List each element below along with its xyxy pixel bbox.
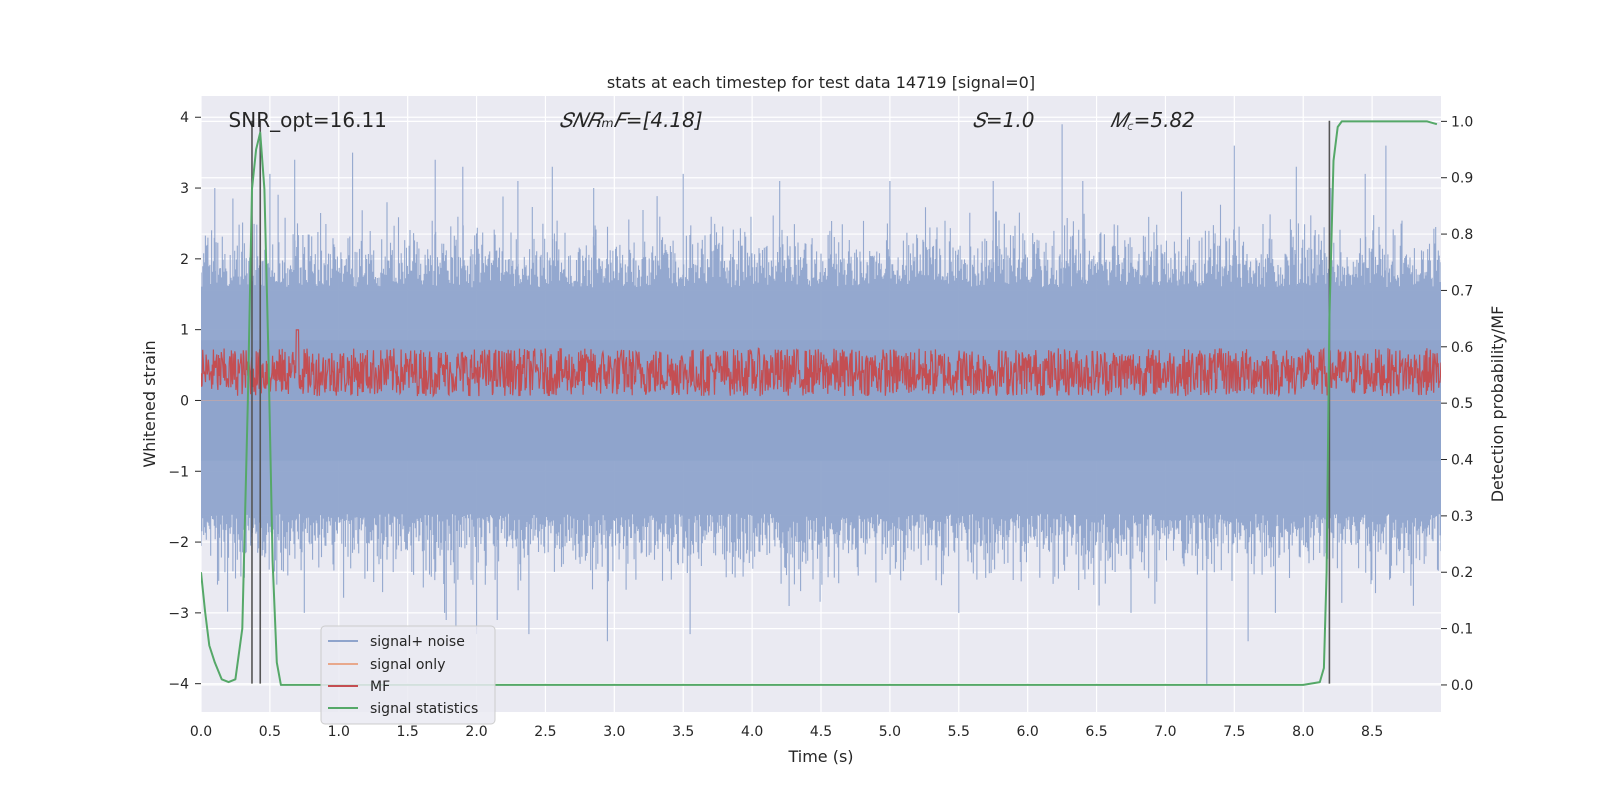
y-axis-right-label: Detection probability/MF [1488, 306, 1507, 503]
data-layer [201, 120, 1441, 686]
x-tick-label: 4.0 [741, 724, 763, 740]
y-right-tick-label: 1.0 [1451, 114, 1473, 130]
y-tick-label: −2 [168, 535, 189, 551]
annotation-s: 𝑆=1.0 [973, 108, 1035, 132]
y-right-tick-label: 0.3 [1451, 509, 1473, 525]
mf-series [201, 329, 1441, 398]
y-right-tick-label: 0.8 [1451, 227, 1473, 243]
legend-label-signal-noise: signal+ noise [370, 634, 465, 650]
annotations: SNR_opt=16.11 𝑆𝑁𝑅ₘ𝐹=[4.18] 𝑆=1.0 𝑀꜀=5.82 [229, 108, 1195, 132]
legend-label-signal-statistics: signal statistics [370, 701, 478, 717]
x-tick-label: 6.5 [1085, 724, 1107, 740]
x-tick-label: 1.0 [328, 724, 350, 740]
x-axis-label: Time (s) [787, 747, 853, 766]
x-tick-label: 2.5 [534, 724, 556, 740]
annotation-snr-opt: SNR_opt=16.11 [229, 108, 387, 132]
y-axis-label: Whitened strain [140, 340, 159, 467]
mf-line [201, 329, 1441, 398]
y-tick-label: 3 [180, 181, 189, 197]
y-right-tick-label: 0.1 [1451, 622, 1473, 638]
y-right-tick-label: 0.5 [1451, 396, 1473, 412]
x-tick-label: 8.0 [1292, 724, 1314, 740]
x-tick-label: 5.5 [948, 724, 970, 740]
y-right-tick-label: 0.9 [1451, 171, 1473, 187]
x-tick-label: 0.0 [190, 724, 212, 740]
x-tick-label: 3.0 [603, 724, 625, 740]
legend: signal+ noise signal only MF signal stat… [320, 625, 496, 725]
y-right-tick-label: 0.6 [1451, 340, 1473, 356]
x-tick-label: 7.0 [1154, 724, 1176, 740]
x-tick-label: 6.0 [1017, 724, 1039, 740]
x-tick-label: 0.5 [259, 724, 281, 740]
annotation-mc: 𝑀꜀=5.82 [1110, 108, 1195, 132]
y-tick-label: 1 [180, 323, 189, 339]
y-right-tick-label: 0.7 [1451, 283, 1473, 299]
y-tick-label: 0 [180, 393, 189, 409]
tick-labels: 0.0 0.5 1.0 1.5 2.0 2.5 3.0 3.5 4.0 4.5 5.0 5.5 6.0 6… [168, 110, 1473, 740]
x-tick-label: 1.5 [397, 724, 419, 740]
y-tick-label: 4 [180, 110, 189, 126]
x-tick-label: 7.5 [1223, 724, 1245, 740]
y-right-tick-label: 0.4 [1451, 453, 1473, 469]
x-tick-label: 2.0 [465, 724, 487, 740]
x-tick-label: 8.5 [1361, 724, 1383, 740]
x-tick-label: 3.5 [672, 724, 694, 740]
annotation-snr-mf: 𝑆𝑁𝑅ₘ𝐹=[4.18] [559, 108, 702, 132]
chart-title: stats at each timestep for test data 147… [607, 73, 1035, 92]
y-tick-label: 2 [180, 252, 189, 268]
legend-label-mf: MF [370, 679, 390, 695]
y-tick-label: −4 [168, 677, 189, 693]
y-right-tick-label: 0.0 [1451, 678, 1473, 694]
x-tick-label: 4.5 [810, 724, 832, 740]
y-right-tick-label: 0.2 [1451, 565, 1473, 581]
legend-box [320, 625, 496, 725]
legend-label-signal-only: signal only [370, 657, 445, 673]
y-tick-label: −3 [168, 606, 189, 622]
x-tick-label: 5.0 [879, 724, 901, 740]
y-tick-label: −1 [168, 464, 189, 480]
